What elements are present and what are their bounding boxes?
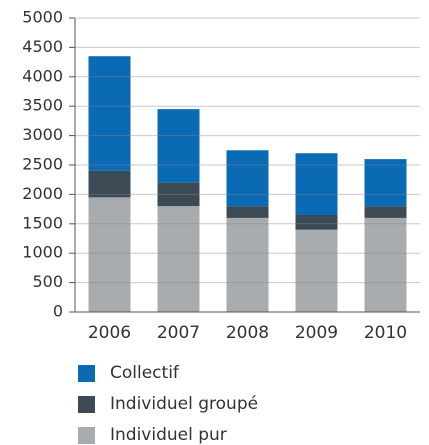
bar-segment bbox=[157, 109, 200, 183]
x-tick-label: 2008 bbox=[226, 323, 269, 343]
bar-segment bbox=[88, 56, 131, 171]
y-tick-label: 0 bbox=[53, 302, 63, 321]
y-tick-label: 2500 bbox=[22, 155, 63, 174]
bar-segment bbox=[295, 229, 338, 312]
bar-segment bbox=[295, 214, 338, 230]
legend-label: Individuel groupé bbox=[110, 394, 258, 414]
x-tick-label: 2007 bbox=[157, 323, 200, 343]
y-tick-label: 4500 bbox=[22, 37, 63, 56]
legend-label: Individuel pur bbox=[110, 425, 227, 445]
x-tick-label: 2006 bbox=[88, 323, 131, 343]
x-tick-label: 2009 bbox=[295, 323, 338, 343]
x-tick-label: 2010 bbox=[364, 323, 407, 343]
bar-segment bbox=[157, 206, 200, 312]
bar-segment bbox=[364, 217, 407, 312]
y-tick-label: 5000 bbox=[22, 8, 63, 27]
bar-segment bbox=[226, 206, 269, 218]
bar-segment bbox=[88, 170, 131, 198]
legend-swatch bbox=[78, 396, 95, 413]
y-tick-label: 3000 bbox=[22, 125, 63, 144]
bar-segment bbox=[364, 206, 407, 218]
legend-swatch bbox=[78, 427, 95, 444]
legend-swatch bbox=[78, 365, 95, 382]
bar-segment bbox=[226, 217, 269, 312]
y-tick-label: 2000 bbox=[22, 184, 63, 203]
y-tick-label: 1500 bbox=[22, 213, 63, 232]
bar-segment bbox=[364, 159, 407, 207]
bar-segment bbox=[88, 197, 131, 312]
bar-segment bbox=[295, 153, 338, 215]
bar-segment bbox=[226, 150, 269, 207]
y-tick-label: 500 bbox=[32, 272, 63, 291]
y-tick-label: 4000 bbox=[22, 66, 63, 85]
bar-segment bbox=[157, 182, 200, 207]
y-tick-label: 1000 bbox=[22, 243, 63, 262]
y-tick-label: 3500 bbox=[22, 96, 63, 115]
legend-label: Collectif bbox=[110, 363, 180, 383]
